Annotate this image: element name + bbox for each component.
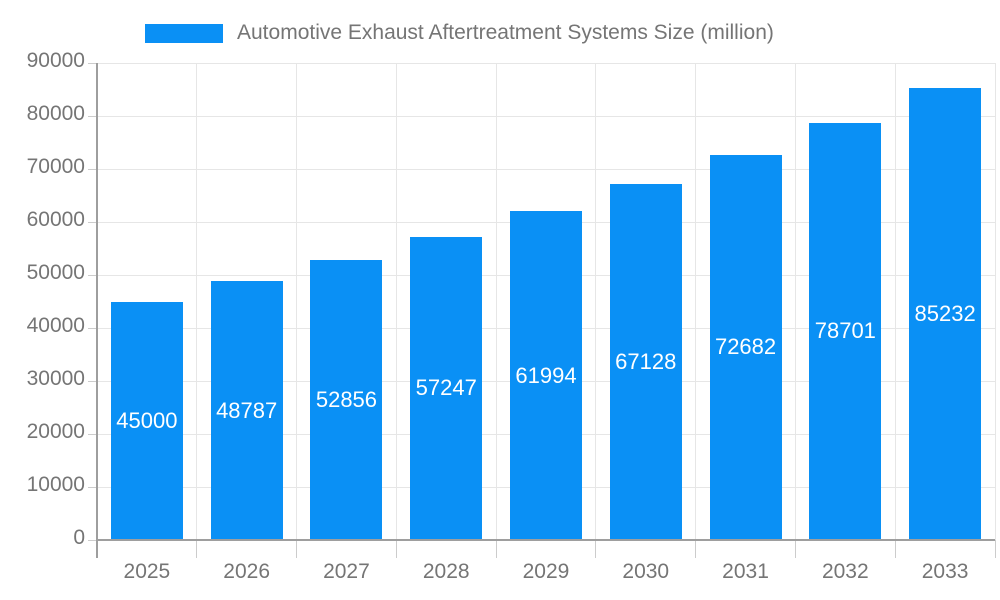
x-gridline (595, 63, 597, 540)
legend-item[interactable]: Automotive Exhaust Aftertreatment System… (145, 14, 774, 52)
x-tick (794, 540, 796, 558)
x-gridline (395, 63, 397, 540)
y-tick (88, 486, 97, 488)
x-gridline (794, 63, 796, 540)
y-tick (88, 115, 97, 117)
bar-2032[interactable] (809, 122, 882, 539)
x-tick (395, 540, 397, 558)
x-axis-line (97, 539, 995, 541)
bar-2029[interactable] (510, 211, 582, 539)
x-tick (495, 540, 497, 558)
y-tick (88, 539, 97, 541)
x-axis-label: 2032 (821, 560, 869, 583)
y-gridline (97, 115, 995, 117)
bar-value-label: 48787 (216, 397, 278, 423)
x-gridline (296, 63, 298, 540)
x-axis-label: 2026 (223, 560, 270, 583)
bar-value-label: 52856 (315, 386, 378, 412)
x-axis-label: 2027 (323, 560, 370, 583)
bar-2033[interactable] (909, 88, 982, 539)
y-axis-label: 50000 (26, 261, 85, 284)
bar-value-label: 85232 (914, 301, 976, 327)
bar-2030[interactable] (609, 184, 682, 539)
x-axis-label: 2028 (422, 560, 470, 583)
bar-value-label: 78701 (814, 318, 876, 344)
legend-label: Automotive Exhaust Aftertreatment System… (237, 21, 774, 44)
y-axis-label: 80000 (26, 102, 85, 125)
bar-value-label: 45000 (116, 407, 178, 433)
x-tick (695, 540, 697, 558)
x-gridline (196, 63, 198, 540)
y-axis-label: 40000 (26, 314, 85, 337)
bar-2025[interactable] (110, 301, 183, 539)
x-gridline (495, 63, 497, 540)
x-tick (196, 540, 198, 558)
y-axis-label: 10000 (26, 473, 85, 496)
x-axis-label: 2025 (123, 560, 171, 583)
bar-value-label: 67128 (615, 349, 677, 375)
y-tick (88, 221, 97, 223)
x-gridline (894, 63, 896, 540)
x-axis-label: 2029 (522, 560, 570, 583)
x-tick (296, 540, 298, 558)
y-tick (88, 380, 97, 382)
x-axis-label: 2033 (921, 560, 969, 583)
bar-value-label: 61994 (515, 362, 577, 388)
x-axis-label: 2030 (622, 560, 670, 583)
y-axis-label: 20000 (26, 420, 85, 443)
bar-2027[interactable] (310, 259, 383, 539)
y-axis-label: 90000 (26, 49, 85, 72)
bar-2026[interactable] (210, 281, 283, 539)
y-tick (88, 274, 97, 276)
bar-value-label: 57247 (415, 375, 477, 401)
y-tick (88, 168, 97, 170)
bar-2028[interactable] (410, 236, 483, 539)
bar-2031[interactable] (709, 154, 782, 539)
x-gridline (994, 63, 996, 540)
y-gridline (97, 168, 995, 170)
bar-value-label: 72682 (714, 334, 777, 360)
y-tick (88, 62, 97, 64)
y-gridline (97, 62, 995, 64)
y-axis-label: 60000 (26, 208, 85, 231)
x-tick (894, 540, 896, 558)
y-axis-line (96, 63, 98, 558)
y-axis-label: 0 (73, 526, 85, 549)
x-tick (994, 540, 996, 558)
y-axis-label: 70000 (26, 155, 85, 178)
y-tick (88, 433, 97, 435)
y-axis-label: 30000 (26, 367, 85, 390)
x-gridline (695, 63, 697, 540)
x-axis-label: 2031 (722, 560, 769, 583)
y-tick (88, 327, 97, 329)
x-tick (595, 540, 597, 558)
legend-swatch (145, 23, 223, 43)
